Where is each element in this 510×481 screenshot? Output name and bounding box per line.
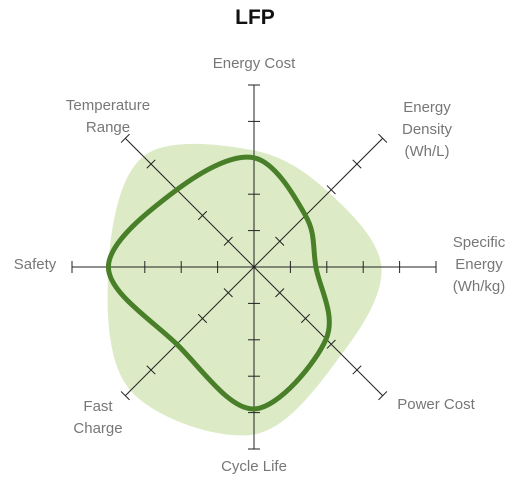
- tick-mark: [378, 391, 388, 401]
- axis-label: Energy Cost: [212, 55, 296, 72]
- axis-line: [124, 137, 255, 268]
- tick-mark: [120, 133, 130, 143]
- axis-label: Power Cost: [397, 396, 475, 413]
- tick-mark: [326, 339, 336, 349]
- chart-title: LFP: [235, 6, 275, 29]
- tick-mark: [326, 185, 336, 195]
- axis-label: Safety: [13, 256, 57, 273]
- axis-line: [124, 266, 255, 397]
- tick-mark: [223, 288, 233, 298]
- axis-label: Fast Charge: [73, 398, 123, 437]
- tick-mark: [197, 313, 208, 324]
- tick-mark: [300, 313, 311, 324]
- tick-mark: [352, 365, 362, 375]
- tick-mark: [146, 365, 156, 375]
- axis-line: [253, 266, 384, 397]
- tick-mark: [197, 210, 208, 221]
- axis-line: [253, 137, 384, 268]
- axis-label: Energy Density (Wh/L): [401, 99, 453, 160]
- tick-mark: [223, 236, 233, 246]
- axis-label: Specific Energy (Wh/kg): [452, 234, 506, 295]
- series-line: [105, 154, 332, 412]
- axis-label: Cycle Life: [221, 458, 287, 475]
- tick-mark: [120, 391, 130, 401]
- tick-mark: [352, 159, 362, 169]
- tick-mark: [275, 288, 285, 298]
- tick-mark: [378, 133, 388, 143]
- tick-mark: [275, 236, 285, 246]
- axis-label: Temperature Range: [65, 97, 151, 136]
- series-area: [107, 143, 382, 436]
- tick-mark: [146, 159, 156, 169]
